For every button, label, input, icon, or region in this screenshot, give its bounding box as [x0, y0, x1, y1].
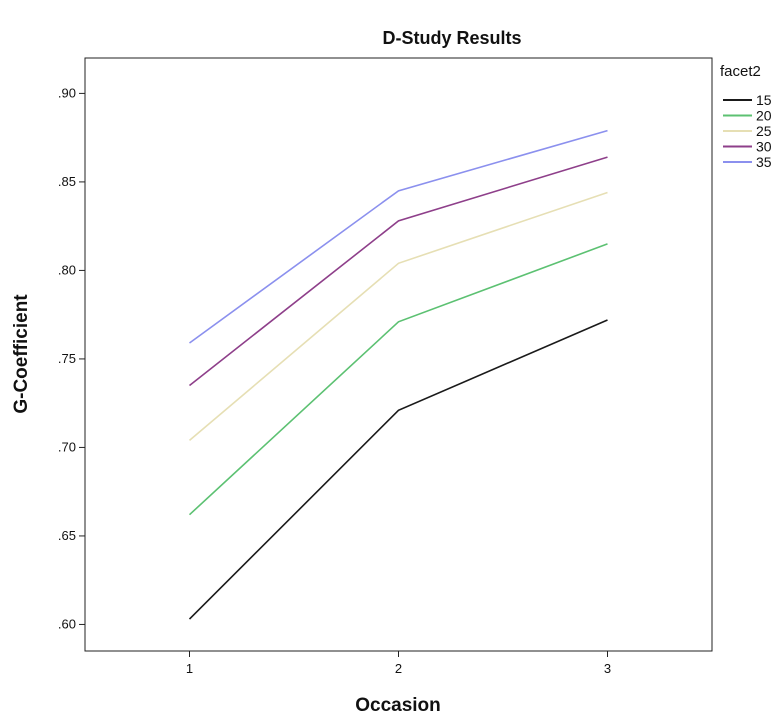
legend-item-15: 15	[723, 92, 772, 108]
y-tick-label: .85	[58, 174, 76, 189]
x-tick-label: 2	[395, 661, 402, 676]
x-tick-label: 3	[604, 661, 611, 676]
y-tick-label: .65	[58, 528, 76, 543]
legend-label: 30	[756, 139, 772, 155]
y-tick-label: .90	[58, 85, 76, 100]
legend-item-20: 20	[723, 108, 772, 124]
series-lines	[188, 129, 608, 620]
series-line-15	[188, 319, 608, 620]
x-axis: 1 2 3	[186, 651, 611, 676]
legend-label: 15	[756, 92, 772, 108]
y-tick-label: .75	[58, 351, 76, 366]
legend-label: 35	[756, 154, 772, 170]
legend-label: 25	[756, 123, 772, 139]
x-tick-label: 1	[186, 661, 193, 676]
series-line-25	[188, 191, 608, 442]
y-axis: .60 .65 .70 .75 .80 .85 .90	[58, 85, 85, 631]
series-line-20	[188, 243, 608, 516]
legend-item-30: 30	[723, 139, 772, 155]
legend-item-25: 25	[723, 123, 772, 139]
y-axis-title: G-Coefficient	[11, 294, 32, 414]
series-line-30	[189, 156, 608, 387]
plot-area-frame	[84, 57, 713, 652]
y-tick-label: .80	[58, 262, 76, 277]
legend-label: 20	[756, 108, 772, 124]
x-axis-title: Occasion	[355, 695, 441, 716]
chart-title: D-Study Results	[382, 28, 521, 48]
y-tick-label: .60	[58, 616, 76, 631]
y-tick-label: .70	[58, 439, 76, 454]
legend-item-35: 35	[723, 154, 772, 170]
legend-title: facet2	[720, 63, 761, 80]
series-line-35	[189, 129, 608, 344]
